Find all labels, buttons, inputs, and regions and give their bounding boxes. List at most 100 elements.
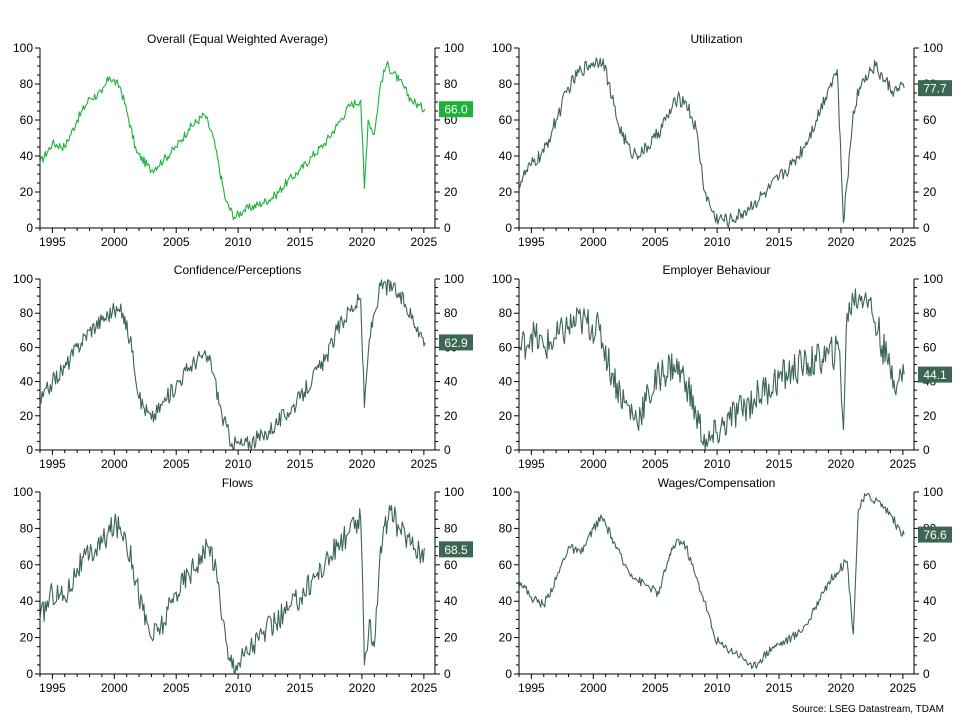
series-line (518, 288, 905, 450)
x-tick-label: 2010 (225, 235, 252, 249)
last-value-label: 66.0 (444, 103, 468, 117)
y-tick-label-left: 40 (20, 149, 34, 163)
x-tick-label: 2010 (704, 235, 731, 249)
y-tick-label-right: 20 (923, 631, 937, 645)
y-tick-label-left: 60 (20, 340, 34, 354)
y-tick-label-right: 0 (444, 443, 451, 457)
y-tick-label-left: 40 (20, 594, 34, 608)
y-tick-label-right: 40 (444, 375, 458, 389)
x-tick-label: 2020 (349, 457, 376, 471)
y-tick-label-left: 20 (499, 631, 513, 645)
y-tick-label-right: 60 (923, 340, 937, 354)
source-note: Source: LSEG Datastream, TDAM (791, 704, 944, 715)
y-tick-label-right: 40 (923, 149, 937, 163)
x-tick-label: 2005 (163, 681, 190, 695)
series-line (518, 57, 905, 228)
x-tick-label: 1995 (39, 457, 66, 471)
last-value-label: 62.9 (444, 336, 468, 350)
last-value-label: 68.5 (444, 543, 468, 557)
x-tick-label: 2015 (287, 235, 314, 249)
y-tick-label-left: 40 (499, 375, 513, 389)
y-tick-label-right: 100 (444, 272, 464, 286)
y-tick-label-left: 60 (499, 558, 513, 572)
x-tick-label: 2000 (101, 457, 128, 471)
x-tick-label: 2000 (101, 235, 128, 249)
y-tick-label-left: 0 (505, 667, 512, 681)
y-tick-label-right: 100 (444, 485, 464, 499)
last-value-tag (439, 334, 473, 351)
y-tick-label-left: 100 (13, 272, 33, 286)
x-tick-label: 2015 (766, 457, 793, 471)
last-value-tag (439, 101, 473, 118)
y-tick-label-left: 0 (26, 667, 33, 681)
x-tick-label: 1995 (39, 235, 66, 249)
last-value-label: 44.1 (923, 368, 947, 382)
y-tick-label-right: 20 (444, 409, 458, 423)
last-value-tag (918, 366, 952, 383)
y-tick-label-left: 60 (20, 558, 34, 572)
x-tick-label: 1995 (518, 457, 545, 471)
x-tick-label: 2010 (225, 681, 252, 695)
chart-panel-4: Employer Behaviour0020204040606080801001… (492, 263, 952, 471)
x-tick-label: 1995 (39, 681, 66, 695)
y-tick-label-right: 60 (923, 558, 937, 572)
x-tick-label: 2010 (704, 681, 731, 695)
y-tick-label-right: 20 (923, 409, 937, 423)
y-tick-label-left: 20 (20, 631, 34, 645)
x-tick-label: 2025 (411, 681, 438, 695)
x-tick-label: 2005 (163, 457, 190, 471)
y-tick-label-right: 0 (444, 667, 451, 681)
x-tick-label: 2015 (287, 457, 314, 471)
x-tick-label: 2025 (890, 235, 917, 249)
x-tick-label: 2020 (828, 681, 855, 695)
x-tick-label: 2015 (766, 235, 793, 249)
y-tick-label-right: 80 (444, 521, 458, 535)
x-tick-label: 1995 (518, 681, 545, 695)
x-tick-label: 2005 (642, 235, 669, 249)
chart-title: Wages/Compensation (658, 476, 776, 490)
x-tick-label: 2015 (287, 681, 314, 695)
x-tick-label: 2000 (580, 457, 607, 471)
chart-title: Confidence/Perceptions (174, 263, 301, 277)
y-tick-label-right: 60 (923, 113, 937, 127)
y-tick-label-right: 0 (923, 667, 930, 681)
y-tick-label-left: 60 (499, 113, 513, 127)
x-tick-label: 2005 (642, 457, 669, 471)
x-tick-label: 2000 (580, 681, 607, 695)
x-tick-label: 2010 (225, 457, 252, 471)
y-tick-label-left: 0 (26, 443, 33, 457)
y-tick-label-left: 80 (20, 77, 34, 91)
y-tick-label-left: 20 (20, 185, 34, 199)
chart-panel-1: Overall (Equal Weighted Average)0 020 2040… (13, 32, 473, 249)
y-tick-label-left: 40 (499, 149, 513, 163)
y-tick-label-right: 0 (923, 443, 930, 457)
x-tick-label: 2005 (642, 681, 669, 695)
y-tick-label-right: 80 (444, 306, 458, 320)
x-tick-label: 2025 (411, 235, 438, 249)
y-tick-label-right: 100 (923, 485, 943, 499)
y-tick-label-left: 80 (499, 77, 513, 91)
chart-panel-3: Confidence/Perceptions002020404060608080… (13, 263, 473, 471)
x-tick-label: 2020 (349, 681, 376, 695)
y-tick-label-right: 20 (923, 185, 937, 199)
y-tick-label-right: 40 (444, 149, 458, 163)
y-tick-label-left: 60 (499, 340, 513, 354)
y-tick-label-left: 40 (499, 594, 513, 608)
x-tick-label: 2020 (828, 457, 855, 471)
x-tick-label: 2005 (163, 235, 190, 249)
y-tick-label-left: 60 (20, 113, 34, 127)
y-tick-label-left: 80 (499, 521, 513, 535)
last-value-tag (439, 541, 473, 558)
series-line (518, 493, 905, 670)
chart-title: Overall (Equal Weighted Average) (147, 32, 328, 46)
x-tick-label: 2010 (704, 457, 731, 471)
y-tick-label-left: 80 (499, 306, 513, 320)
y-tick-label-left: 100 (13, 485, 33, 499)
series-line (39, 505, 426, 674)
y-tick-label-right: 0 (923, 221, 930, 235)
y-tick-label-right: 80 (923, 306, 937, 320)
chart-title: Utilization (690, 32, 742, 46)
chart-panel-2: Utilization00202040406060808010010019952… (492, 32, 952, 249)
